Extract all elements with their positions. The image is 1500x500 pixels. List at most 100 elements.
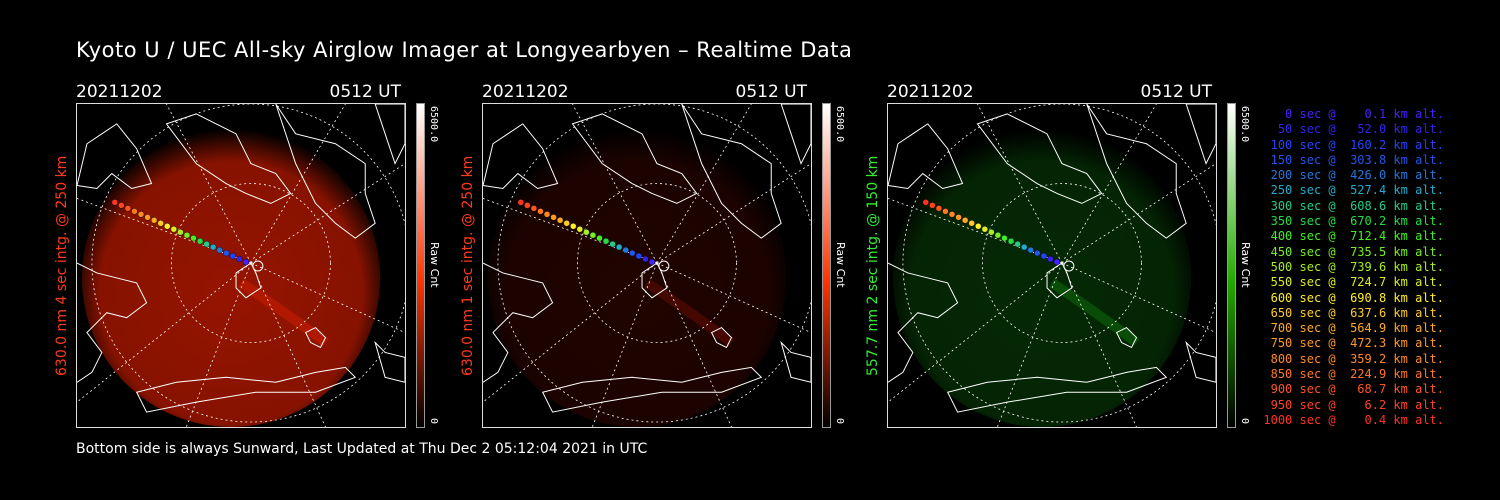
track-point <box>981 226 988 233</box>
track-point <box>157 220 164 227</box>
track-point <box>955 214 962 221</box>
track-point <box>1047 255 1054 263</box>
legend-row: 400 sec @ 712.4 km alt. <box>1263 229 1444 244</box>
track-point <box>124 205 132 212</box>
legend-row: 650 sec @ 637.6 km alt. <box>1263 305 1444 320</box>
track-point <box>994 232 1002 239</box>
track-point <box>150 217 158 224</box>
track-point <box>622 246 629 254</box>
colorbar-max: 6500.0 <box>1239 106 1250 143</box>
track-point <box>164 223 171 230</box>
track-point <box>1014 240 1021 248</box>
legend-row: 600 sec @ 690.8 km alt. <box>1263 290 1444 305</box>
track-point <box>929 202 936 209</box>
colorbar-max: 6500.0 <box>834 106 845 143</box>
track-point <box>1063 260 1075 272</box>
track-point <box>137 211 145 218</box>
track-point <box>596 234 603 242</box>
track-point <box>229 252 237 260</box>
track-point <box>922 199 929 206</box>
legend-row: 450 sec @ 735.5 km alt. <box>1263 244 1444 259</box>
track-point <box>537 208 544 215</box>
track-point <box>1053 258 1061 266</box>
track-point <box>1040 252 1048 260</box>
legend-row: 800 sec @ 359.2 km alt. <box>1263 351 1444 366</box>
legend-row: 50 sec @ 52.0 km alt. <box>1263 122 1444 137</box>
track-point <box>131 208 138 215</box>
track-point <box>1034 249 1041 257</box>
track-point <box>1020 243 1028 251</box>
track-point <box>648 258 656 266</box>
track-point <box>1027 246 1034 254</box>
panel-date: 20211202 <box>887 82 974 102</box>
track-point <box>583 229 590 236</box>
colorbar <box>1227 103 1236 428</box>
track-point <box>1001 234 1008 242</box>
wavelength-label: 630.0 nm 4 sec intg. @ 250 km <box>54 155 70 376</box>
page-title: Kyoto U / UEC All-sky Airglow Imager at … <box>76 38 853 62</box>
track-point <box>183 232 191 239</box>
track-point <box>144 214 151 221</box>
legend-row: 100 sec @ 160.2 km alt. <box>1263 137 1444 152</box>
track-point <box>216 246 223 254</box>
track-point <box>170 226 177 233</box>
legend-row: 500 sec @ 739.6 km alt. <box>1263 259 1444 274</box>
track-point <box>1007 237 1015 245</box>
track-point <box>961 217 969 224</box>
track-point <box>658 260 670 272</box>
colorbar-min: 0 <box>1239 418 1250 425</box>
track-point <box>635 252 643 260</box>
image-panel: 20211202 0512 UT 630.0 nm 1 sec intg. @ 25… <box>460 82 872 432</box>
track-point <box>602 237 610 245</box>
track-point <box>223 249 230 257</box>
image-panel: 20211202 0512 UT 630.0 nm 4 sec intg. @ 25… <box>54 82 466 432</box>
colorbar-unit: Raw Cnt <box>834 242 847 288</box>
image-panel: 20211202 0512 UT 557.7 nm 2 sec intg. @ 15… <box>865 82 1277 432</box>
track-point <box>975 223 982 230</box>
track-point <box>242 258 250 266</box>
track-point <box>252 260 264 272</box>
track-point <box>948 211 956 218</box>
panel-date: 20211202 <box>482 82 569 102</box>
track-point <box>968 220 975 227</box>
track-point <box>935 205 943 212</box>
colorbar-min: 0 <box>834 418 845 425</box>
track-point <box>517 199 524 206</box>
track-point <box>236 255 243 263</box>
track-point <box>570 223 577 230</box>
legend-row: 900 sec @ 68.7 km alt. <box>1263 382 1444 397</box>
allsky-image <box>887 103 1217 428</box>
track-point <box>524 202 531 209</box>
track-point <box>609 240 616 248</box>
track-point <box>118 202 125 209</box>
panel-time: 0512 UT <box>329 82 402 102</box>
colorbar-min: 0 <box>428 418 439 425</box>
track-point <box>550 214 557 221</box>
legend-row: 350 sec @ 670.2 km alt. <box>1263 214 1444 229</box>
colorbar-max: 6500.0 <box>428 106 439 143</box>
track-point <box>190 234 197 242</box>
track-point <box>642 255 649 263</box>
track-point <box>196 237 204 245</box>
legend-row: 950 sec @ 6.2 km alt. <box>1263 397 1444 412</box>
legend-row: 0 sec @ 0.1 km alt. <box>1263 107 1444 121</box>
legend-row: 700 sec @ 564.9 km alt. <box>1263 321 1444 336</box>
allsky-image <box>76 103 406 428</box>
track-point <box>543 211 551 218</box>
track-point <box>111 199 118 206</box>
track-point <box>209 243 217 251</box>
track-point <box>556 217 564 224</box>
panel-time: 0512 UT <box>1140 82 1213 102</box>
legend-row: 150 sec @ 303.8 km alt. <box>1263 152 1444 167</box>
panel-date: 20211202 <box>76 82 163 102</box>
track-point <box>988 229 995 236</box>
legend-row: 550 sec @ 724.7 km alt. <box>1263 275 1444 290</box>
legend-row: 250 sec @ 527.4 km alt. <box>1263 183 1444 198</box>
footer-note: Bottom side is always Sunward, Last Upda… <box>76 441 648 457</box>
legend-row: 850 sec @ 224.9 km alt. <box>1263 367 1444 382</box>
allsky-image <box>482 103 812 428</box>
track-point <box>203 240 210 248</box>
track-point <box>942 208 949 215</box>
track-point <box>615 243 623 251</box>
colorbar-unit: Raw Cnt <box>1239 242 1252 288</box>
